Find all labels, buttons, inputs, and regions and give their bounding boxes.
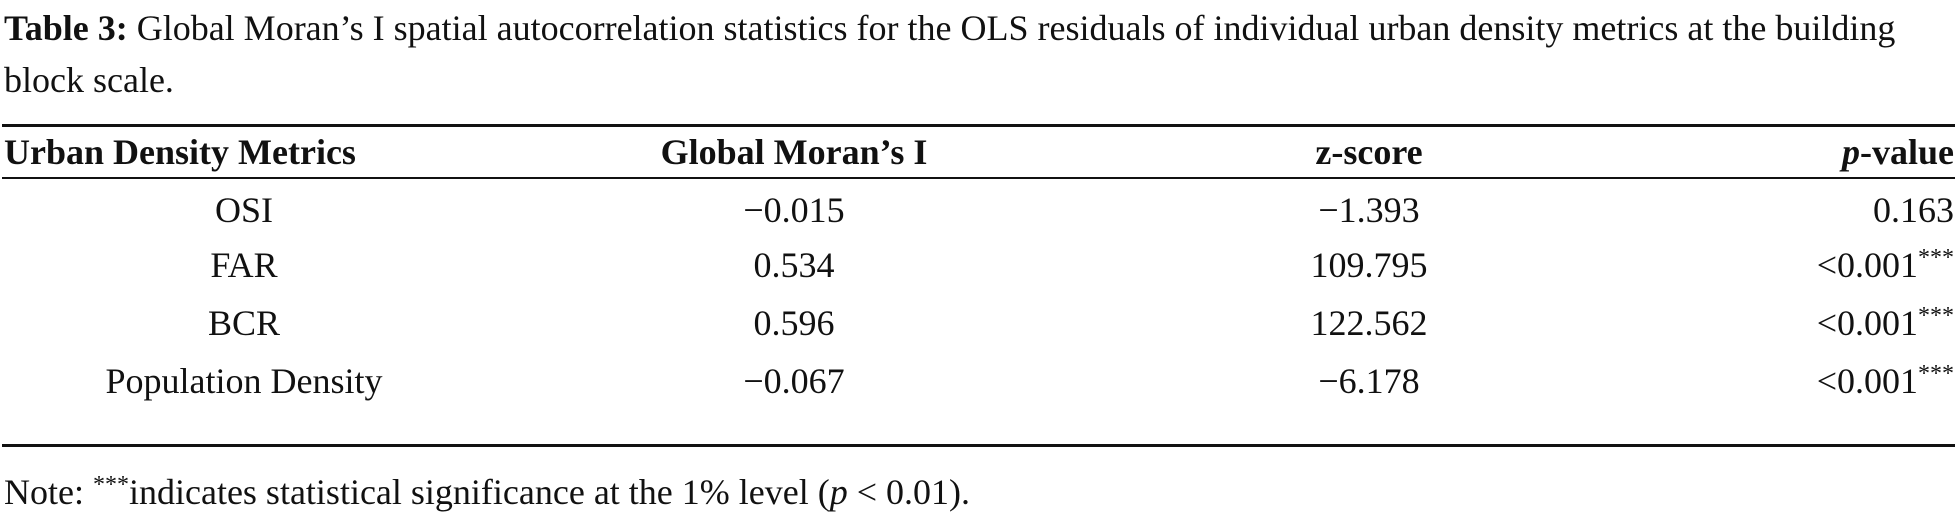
header-metric: Urban Density Metrics [4,132,356,172]
cell-metric: FAR [210,245,278,285]
note-condition: < 0.01). [847,472,971,512]
cell-z-score: −1.393 [1318,190,1420,230]
caption-label: Table 3: [4,8,128,48]
table-row: Population Density −0.067 −6.178 <0.001*… [4,352,1955,410]
table-row: OSI −0.015 −1.393 0.163 [4,174,1954,236]
cell-p-value: 0.163 [1634,174,1954,236]
cell-morans-i: 0.596 [753,303,835,343]
caption-text: Global Moran’s I spatial autocorrelation… [4,8,1896,100]
note-text: indicates statistical significance at th… [128,472,830,512]
p-value-text: <0.001 [1816,303,1918,343]
cell-morans-i: 0.534 [753,245,835,285]
header-morans-i: Global Moran’s I [660,132,928,172]
cell-metric: Population Density [105,361,383,401]
table-row: FAR 0.534 109.795 <0.001*** [4,236,1954,294]
cell-p-value: <0.001*** [1634,236,1954,294]
header-p-value: p-value [1634,130,1954,174]
cell-z-score: 122.562 [1310,303,1428,343]
significance-stars: *** [1918,361,1954,387]
header-p-rest: -value [1860,132,1954,172]
table-row: BCR 0.596 122.562 <0.001*** [4,294,1954,352]
note-stars: *** [92,472,129,498]
table-note: Note: ***indicates statistical significa… [4,470,970,514]
header-rule [2,177,1955,179]
cell-morans-i: −0.015 [743,190,845,230]
cell-p-value: <0.001*** [1634,294,1954,352]
p-value-text: <0.001 [1816,361,1918,401]
note-prefix: Note: [4,472,93,512]
top-rule [2,124,1955,127]
note-p: p [829,472,848,512]
cell-metric: OSI [214,190,273,230]
p-value-text: <0.001 [1816,245,1918,285]
p-value-text: 0.163 [1873,190,1954,230]
cell-morans-i: −0.067 [743,361,845,401]
morans-i-table: Urban Density Metrics Global Moran’s I z… [4,130,1954,410]
header-z-score: z-score [1315,132,1423,172]
table-caption: Table 3: Global Moran’s I spatial autoco… [4,2,1949,106]
significance-stars: *** [1918,303,1954,329]
cell-z-score: −6.178 [1318,361,1420,401]
bottom-rule [2,444,1955,447]
cell-z-score: 109.795 [1310,245,1428,285]
significance-stars: *** [1918,245,1954,271]
cell-metric: BCR [207,303,281,343]
cell-p-value: <0.001*** [1634,352,1954,410]
header-row: Urban Density Metrics Global Moran’s I z… [4,130,1954,174]
header-p-italic: p [1842,132,1860,172]
